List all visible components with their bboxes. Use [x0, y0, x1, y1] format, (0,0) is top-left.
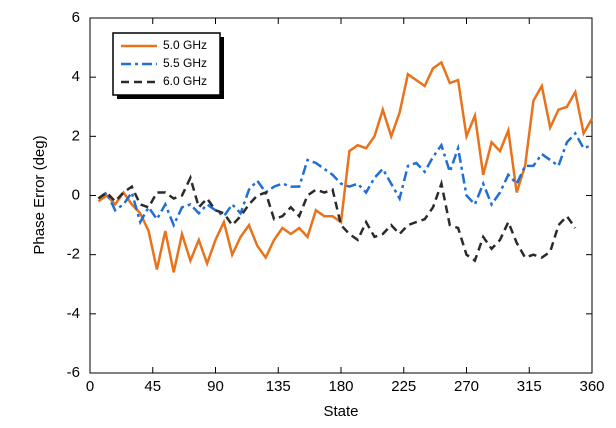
- series-line: [97, 131, 593, 229]
- y-tick-label: -4: [67, 305, 80, 322]
- y-tick-label: 0: [72, 186, 80, 203]
- x-tick-label: 225: [391, 378, 416, 395]
- x-tick-label: 180: [328, 378, 353, 395]
- x-tick-label: 135: [266, 378, 291, 395]
- x-axis-label: State: [323, 403, 358, 420]
- x-tick-label: 90: [207, 378, 224, 395]
- legend-label: 6.0 GHz: [163, 74, 207, 88]
- y-axis-label: Phase Error (deg): [31, 135, 48, 254]
- x-tick-label: 0: [86, 378, 94, 395]
- legend: 5.0 GHz 5.5 GHz 6.0 GHz: [112, 32, 224, 99]
- plot-frame: [89, 17, 593, 374]
- x-tick-label: 360: [579, 378, 604, 395]
- y-tick-label: -2: [67, 246, 80, 263]
- x-tick-label: 45: [144, 378, 161, 395]
- series-line: [97, 60, 594, 273]
- y-tick-label: -6: [67, 364, 80, 381]
- y-tick-label: 2: [72, 127, 80, 144]
- series-line: [97, 174, 577, 263]
- legend-label: 5.5 GHz: [163, 56, 207, 70]
- legend-label: 5.0 GHz: [163, 38, 207, 52]
- x-tick-label: 315: [517, 378, 542, 395]
- y-tick-label: 6: [72, 9, 80, 26]
- x-tick-label: 270: [454, 378, 479, 395]
- y-tick-label: 4: [72, 68, 80, 85]
